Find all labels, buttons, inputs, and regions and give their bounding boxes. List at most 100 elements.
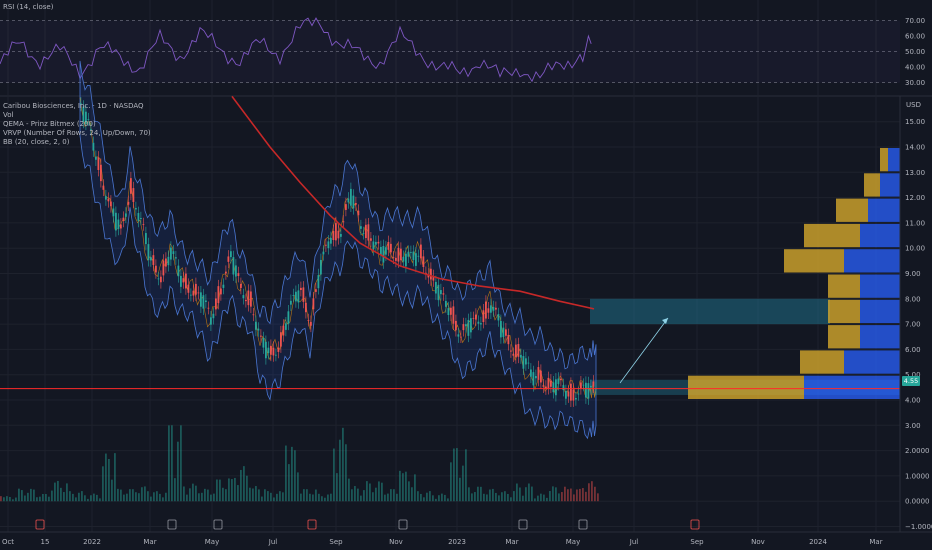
rsi-tick-label: 70.00 xyxy=(905,17,925,25)
candle-body xyxy=(567,391,570,397)
candle-body xyxy=(377,241,380,244)
legend-line-bb[interactable]: BB (20, close, 2, 0) xyxy=(3,138,70,146)
volume-bar xyxy=(210,494,212,502)
volume-bar xyxy=(558,493,560,502)
volume-bar xyxy=(351,489,353,502)
price-tick-label: 9.00 xyxy=(905,270,921,278)
volume-bar xyxy=(516,483,518,502)
vrvp-down-bar xyxy=(880,148,888,172)
candle-body xyxy=(287,311,290,324)
legend-line-vrvp[interactable]: VRVP (Number Of Rows, 24, Up/Down, 70) xyxy=(3,129,151,137)
volume-bar xyxy=(384,494,386,502)
candle-body xyxy=(235,265,237,277)
volume-bar xyxy=(576,489,578,502)
volume-bar xyxy=(243,466,245,502)
price-tick-label: 14.00 xyxy=(905,144,925,152)
volume-bar xyxy=(180,425,182,502)
candle-body xyxy=(542,385,545,387)
volume-bar xyxy=(306,489,308,502)
volume-bar xyxy=(396,493,398,502)
volume-bar xyxy=(594,486,596,502)
volume-bar xyxy=(357,488,359,502)
volume-bar xyxy=(360,495,362,502)
candle-body xyxy=(500,320,502,338)
price-tick-label: 6.00 xyxy=(905,346,921,354)
volume-bar xyxy=(147,491,149,502)
volume-bar xyxy=(477,486,479,502)
volume-bar xyxy=(12,499,14,502)
volume-bar xyxy=(78,492,80,502)
volume-bar xyxy=(255,486,257,502)
candle-body xyxy=(372,241,375,250)
main-legend[interactable]: Caribou Biosciences, Inc. · 1D · NASDAQ … xyxy=(3,102,151,147)
candle-body xyxy=(450,307,452,315)
ema200-line xyxy=(231,95,595,310)
candle-body xyxy=(250,291,252,307)
candle-body xyxy=(365,224,367,239)
volume-bar xyxy=(273,497,275,502)
candle-body xyxy=(487,308,490,313)
volume-bar xyxy=(3,497,5,502)
candle-body xyxy=(465,324,467,327)
candle-body xyxy=(270,345,272,355)
event-marker xyxy=(690,519,700,530)
volume-bar xyxy=(327,494,329,502)
candle-body xyxy=(352,195,355,209)
candle-body xyxy=(437,284,440,301)
candle-body xyxy=(447,308,450,315)
legend-line-vol[interactable]: Vol xyxy=(3,111,14,119)
rsi-legend[interactable]: RSI (14, close) xyxy=(3,3,54,11)
candle-body xyxy=(222,284,225,288)
volume-bar xyxy=(543,494,545,502)
candle-body xyxy=(402,256,405,262)
legend-line-qema[interactable]: QEMA - Prinz Bitmex (200) xyxy=(3,120,96,128)
volume-bar xyxy=(264,489,266,502)
candle-body xyxy=(300,287,302,291)
candle-body xyxy=(192,290,195,296)
volume-bar xyxy=(456,448,458,502)
volume-bar xyxy=(117,488,119,502)
volume-bar xyxy=(504,491,506,502)
candle-body xyxy=(245,299,247,302)
vrvp-up-bar xyxy=(860,274,900,298)
candle-body xyxy=(327,241,330,249)
volume-bar xyxy=(381,482,383,502)
candle-body xyxy=(177,265,180,277)
candle-body xyxy=(200,292,202,307)
volume-bar xyxy=(144,486,146,502)
volume-bar xyxy=(27,492,29,502)
volume-bar xyxy=(420,493,422,502)
candle-body xyxy=(97,157,100,170)
candle-body xyxy=(370,238,372,241)
volume-bar xyxy=(462,465,464,502)
candle-body xyxy=(362,233,365,234)
volume-bar xyxy=(225,489,227,502)
candle-body xyxy=(515,344,517,358)
candle-body xyxy=(550,380,552,387)
candle-body xyxy=(445,300,447,307)
vrvp-up-bar xyxy=(860,325,900,349)
volume-bar xyxy=(561,492,563,502)
volume-bar xyxy=(63,492,65,502)
candle-body xyxy=(137,212,140,221)
volume-bar xyxy=(408,481,410,502)
volume-bar xyxy=(183,486,185,502)
volume-bar xyxy=(315,489,317,502)
bollinger-band xyxy=(79,60,597,440)
candle-body xyxy=(430,268,432,280)
symbol-title[interactable]: Caribou Biosciences, Inc. · 1D · NASDAQ xyxy=(3,102,144,110)
candle-body xyxy=(285,323,287,330)
volume-bar xyxy=(48,496,50,502)
volume-bar xyxy=(591,481,593,502)
price-tick-label: 2.0000 xyxy=(905,447,930,455)
volume-bar xyxy=(75,497,77,502)
volume-bar xyxy=(288,464,290,502)
candle-body xyxy=(520,354,522,358)
rsi-tick-label: 50.00 xyxy=(905,48,925,56)
volume-bar xyxy=(369,483,371,502)
volume-bar xyxy=(51,490,53,502)
volume-bar xyxy=(156,491,158,502)
price-tick-label: 15.00 xyxy=(905,118,925,126)
candle-body xyxy=(552,382,555,393)
